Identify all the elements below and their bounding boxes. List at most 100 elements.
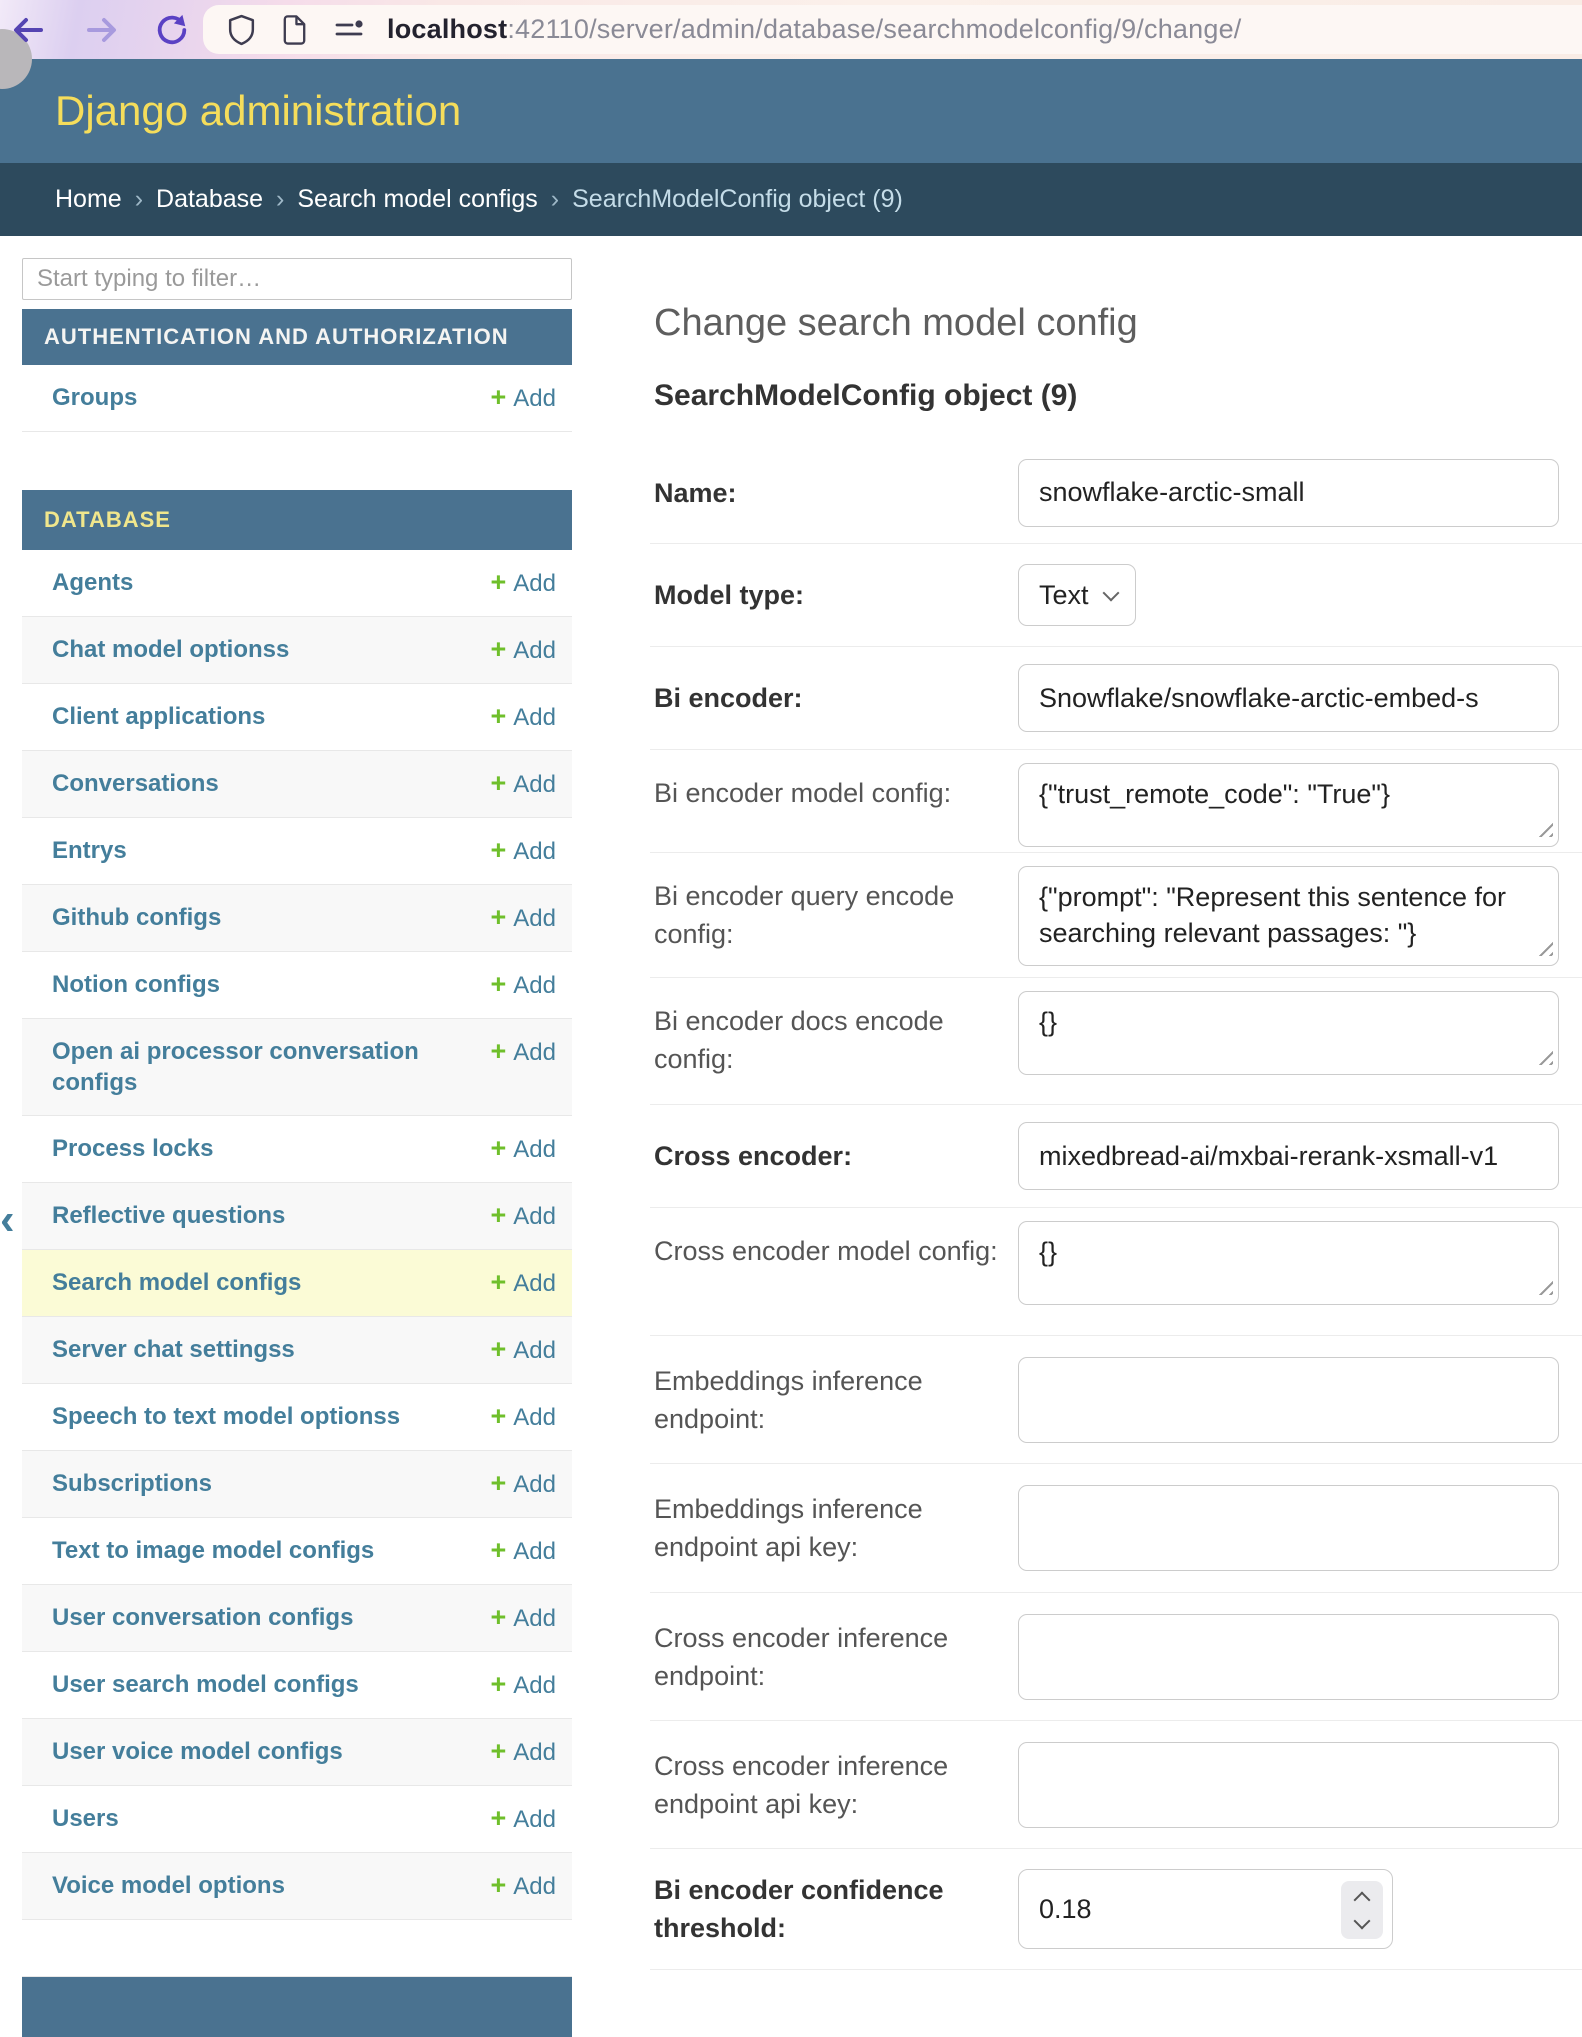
- sidebar-add-link[interactable]: + Add: [491, 969, 556, 1001]
- sidebar-add-link[interactable]: + Add: [491, 1267, 556, 1299]
- plus-icon: +: [490, 1468, 507, 1498]
- page-icon[interactable]: [278, 13, 311, 46]
- sidebar-item-link[interactable]: Notion configs: [52, 971, 220, 998]
- sidebar-add-label: Add: [513, 838, 556, 865]
- sidebar-filter-input[interactable]: [22, 258, 572, 300]
- field-control: Text: [1018, 564, 1136, 626]
- sidebar-add-label: Add: [513, 1605, 556, 1632]
- sidebar-item-link[interactable]: Conversations: [52, 770, 219, 797]
- url-text[interactable]: localhost:42110/server/admin/database/se…: [387, 14, 1242, 45]
- sidebar-item-link[interactable]: Open ai processor conversation configs: [52, 1038, 419, 1096]
- sidebar-add-label: Add: [513, 771, 556, 798]
- textarea-input[interactable]: [1018, 1221, 1559, 1305]
- sidebar-item-text-to-image-model-configs: Text to image model configs + Add: [22, 1518, 572, 1585]
- refresh-icon: [157, 14, 187, 45]
- breadcrumb-link[interactable]: Database: [156, 185, 264, 213]
- number-input[interactable]: 0.18: [1018, 1869, 1393, 1949]
- sidebar-add-link[interactable]: + Add: [491, 1200, 556, 1232]
- plus-icon: +: [490, 382, 507, 412]
- text-input[interactable]: [1018, 458, 1559, 527]
- textarea-wrapper: [1018, 763, 1559, 847]
- field-label: Embeddings inference endpoint api key:: [654, 1494, 923, 1562]
- sidebar-add-link[interactable]: + Add: [491, 1669, 556, 1701]
- text-input[interactable]: [1018, 1122, 1559, 1190]
- plus-icon: +: [490, 1736, 507, 1766]
- sidebar-nav: AUTHENTICATION AND AUTHORIZATION Groups + A…: [22, 309, 572, 2037]
- textarea-input[interactable]: [1018, 763, 1559, 847]
- sidebar-item-link[interactable]: Subscriptions: [52, 1470, 213, 1497]
- sidebar-item-link[interactable]: Chat model optionss: [52, 636, 290, 663]
- sidebar-add-link[interactable]: + Add: [491, 1036, 556, 1068]
- sidebar-add-link[interactable]: + Add: [491, 701, 556, 733]
- sidebar-add-link[interactable]: + Add: [491, 1468, 556, 1500]
- permissions-toggle-icon[interactable]: [331, 13, 367, 46]
- sidebar-item-link[interactable]: Client applications: [52, 703, 266, 730]
- sidebar-add-label: Add: [513, 385, 556, 412]
- field-label: Bi encoder query encode config:: [654, 881, 955, 949]
- text-input[interactable]: [1018, 1356, 1559, 1443]
- model-type-select[interactable]: Text: [1018, 564, 1136, 626]
- sidebar-item-link[interactable]: Process locks: [52, 1135, 214, 1162]
- text-input[interactable]: [1018, 664, 1559, 732]
- sidebar-add-link[interactable]: + Add: [491, 1133, 556, 1165]
- sidebar-item-link[interactable]: Users: [52, 1805, 119, 1832]
- stepper-down-icon[interactable]: [1353, 1912, 1371, 1929]
- form-row-embeddings-inference-endpoint-api-key: Embeddings inference endpoint api key:: [650, 1464, 1582, 1593]
- breadcrumb-current: SearchModelConfig object (9): [572, 185, 903, 213]
- sidebar: AUTHENTICATION AND AUTHORIZATIONGroups+A…: [22, 258, 572, 2037]
- sidebar-item-link[interactable]: Github configs: [52, 904, 222, 931]
- textarea-wrapper: [1018, 991, 1559, 1075]
- sidebar-add-link[interactable]: + Add: [491, 567, 556, 599]
- sidebar-item-link[interactable]: Agents: [52, 569, 134, 596]
- text-input[interactable]: [1018, 1741, 1559, 1828]
- sidebar-add-link[interactable]: + Add: [491, 1870, 556, 1902]
- shield-icon[interactable]: [225, 13, 258, 46]
- stepper-up-icon[interactable]: [1353, 1891, 1371, 1908]
- admin-site-title[interactable]: Django administration: [55, 87, 462, 134]
- sidebar-item-link[interactable]: Text to image model configs: [52, 1537, 375, 1564]
- sidebar-add-link[interactable]: + Add: [491, 1602, 556, 1634]
- browser-back-button[interactable]: [10, 12, 46, 48]
- address-bar[interactable]: localhost:42110/server/admin/database/se…: [203, 5, 1582, 54]
- sidebar-add-link[interactable]: + Add: [491, 1334, 556, 1366]
- sidebar-add-label: Add: [513, 637, 556, 664]
- field-control: [1018, 991, 1559, 1075]
- sidebar-item-link[interactable]: Server chat settingss: [52, 1336, 295, 1363]
- text-input[interactable]: [1018, 1485, 1559, 1571]
- sidebar-item-link[interactable]: Search model configs: [52, 1269, 302, 1296]
- sidebar-item-link[interactable]: Entrys: [52, 837, 127, 864]
- number-stepper[interactable]: [1341, 1881, 1383, 1939]
- plus-icon: +: [490, 1535, 507, 1565]
- sidebar-item-open-ai-processor-conversation-configs: Open ai processor conversation configs + A…: [22, 1019, 572, 1116]
- sidebar-add-link[interactable]: + Add: [491, 1736, 556, 1768]
- sidebar-add-link[interactable]: + Add: [491, 835, 556, 867]
- textarea-input[interactable]: [1018, 991, 1559, 1075]
- sidebar-add-link[interactable]: + Add: [491, 634, 556, 666]
- sidebar-collapse-toggle[interactable]: ‹: [0, 1195, 15, 1244]
- breadcrumb-link[interactable]: Home: [55, 185, 122, 213]
- sidebar-add-link[interactable]: + Add: [491, 1803, 556, 1835]
- sidebar-item-link[interactable]: Reflective questions: [52, 1202, 286, 1229]
- sidebar-add-label: Add: [513, 1672, 556, 1699]
- textarea-input[interactable]: [1018, 866, 1559, 966]
- sidebar-item-link[interactable]: Voice model options: [52, 1872, 285, 1899]
- form-row-embeddings-inference-endpoint: Embeddings inference endpoint:: [650, 1336, 1582, 1464]
- breadcrumb-link[interactable]: Search model configs: [297, 185, 538, 213]
- url-hostname: localhost: [387, 14, 508, 44]
- sidebar-add-label: Add: [513, 1136, 556, 1163]
- browser-forward-button[interactable]: [84, 12, 120, 48]
- sidebar-add-link[interactable]: + Add: [491, 382, 556, 414]
- text-input[interactable]: [1018, 1613, 1559, 1700]
- sidebar-add-link[interactable]: + Add: [491, 768, 556, 800]
- sidebar-item-link[interactable]: User voice model configs: [52, 1738, 343, 1765]
- sidebar-item-link[interactable]: Speech to text model optionss: [52, 1403, 401, 1430]
- url-path: :42110/server/admin/database/searchmodel…: [507, 14, 1242, 44]
- sidebar-add-link[interactable]: + Add: [491, 1535, 556, 1567]
- sidebar-add-link[interactable]: + Add: [491, 902, 556, 934]
- sidebar-item-link[interactable]: User conversation configs: [52, 1604, 354, 1631]
- sidebar-item-link[interactable]: User search model configs: [52, 1671, 359, 1698]
- sidebar-item-link[interactable]: Groups: [52, 384, 138, 411]
- browser-refresh-button[interactable]: [154, 12, 190, 48]
- field-label: Cross encoder model config:: [654, 1236, 998, 1266]
- sidebar-add-link[interactable]: + Add: [491, 1401, 556, 1433]
